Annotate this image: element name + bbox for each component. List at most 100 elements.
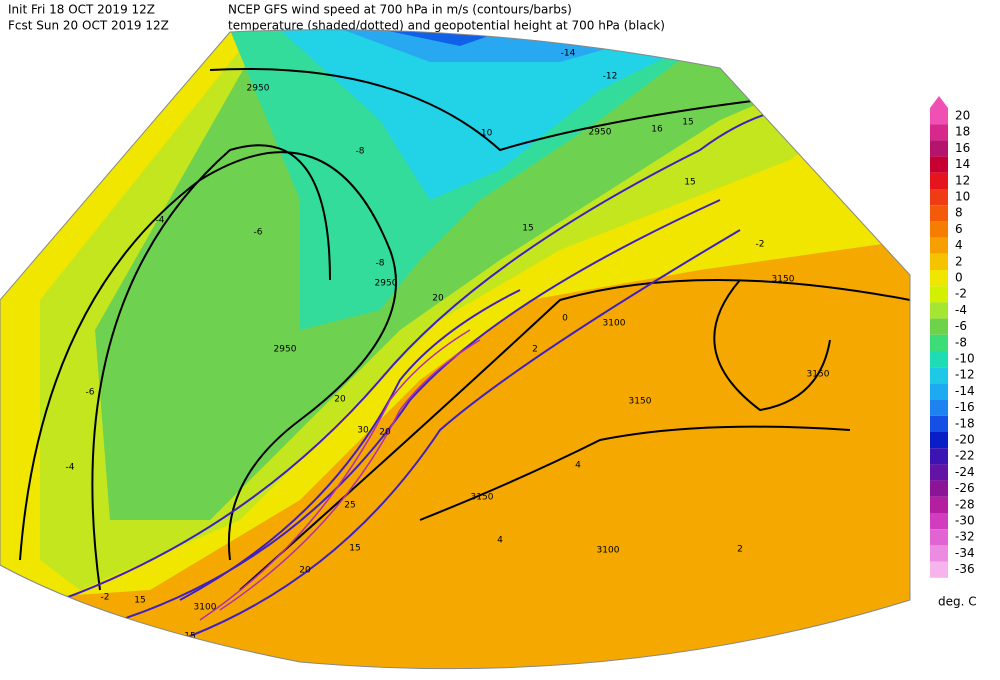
contour-label: 3150: [471, 493, 494, 503]
contour-label: 3150: [807, 370, 830, 380]
title-line: temperature (shaded/dotted) and geopoten…: [228, 19, 665, 33]
fcst-label: Fcst Sun 20 OCT 2019 12Z: [8, 19, 169, 33]
colorbar-label: 0: [955, 271, 963, 285]
colorbar-swatch: [930, 156, 948, 173]
colorbar-label: -22: [955, 449, 975, 463]
colorbar-swatch: [930, 253, 948, 270]
contour-label: -14: [561, 49, 576, 59]
contour-label: 2: [532, 345, 538, 355]
colorbar-swatch: [930, 270, 948, 287]
colorbar-label: -24: [955, 465, 975, 479]
colorbar-swatch: [930, 286, 948, 303]
colorbar-swatch: [930, 172, 948, 189]
colorbar-swatch: [930, 108, 948, 125]
colorbar-label: -30: [955, 514, 975, 528]
colorbar-label: -2: [955, 287, 967, 301]
contour-label: 0: [562, 314, 568, 324]
contour-label: 2950: [589, 128, 612, 138]
colorbar-label: 16: [955, 141, 970, 155]
colorbar-swatch: [930, 237, 948, 254]
colorbar-swatch: [930, 383, 948, 400]
colorbar-label: -18: [955, 416, 975, 430]
contour-label: -8: [356, 147, 365, 157]
colorbar-swatch: [930, 448, 948, 465]
colorbar-label: -34: [955, 546, 975, 560]
colorbar-label: 20: [955, 109, 970, 123]
colorbar-label: 18: [955, 125, 970, 139]
colorbar-label: -12: [955, 368, 975, 382]
colorbar-swatch: [930, 513, 948, 530]
contour-label: -6: [254, 228, 263, 238]
colorbar-swatch: [930, 480, 948, 497]
colorbar-label: -14: [955, 384, 975, 398]
contour-label: -2: [101, 593, 110, 603]
colorbar-swatch: [930, 351, 948, 368]
contour-label: -8: [376, 259, 385, 269]
contour-label: 15: [684, 178, 695, 188]
colorbar-swatch: [930, 318, 948, 335]
contour-label: 20: [299, 566, 311, 576]
contour-label: -4: [66, 463, 75, 473]
colorbar-label: -4: [955, 303, 967, 317]
colorbar-label: -8: [955, 335, 967, 349]
colorbar-swatch: [930, 189, 948, 206]
contour-label: 2950: [375, 279, 398, 289]
colorbar-label: 2: [955, 254, 963, 268]
height-contours: [19, 68, 910, 591]
colorbar-swatch: [930, 399, 948, 416]
colorbar-swatch: [930, 545, 948, 562]
map-border: [0, 29, 911, 670]
contour-label: 15: [522, 224, 533, 234]
contour-label: 30: [357, 426, 369, 436]
colorbar-swatch: [930, 140, 948, 157]
contour-label: 20: [334, 395, 346, 405]
contour-label: 25: [344, 501, 355, 511]
contour-label: 4: [575, 461, 581, 471]
contour-label: 2950: [247, 84, 270, 94]
contour-label: 3100: [597, 546, 620, 556]
colorbar-swatch: [930, 124, 948, 141]
title-line: NCEP GFS wind speed at 700 hPa in m/s (c…: [228, 3, 572, 17]
colorbar-swatch: [930, 432, 948, 449]
shading: [280, 30, 720, 200]
contour-label: 20: [379, 428, 391, 438]
colorbar-label: -10: [955, 352, 975, 366]
colorbar-swatch: [930, 415, 948, 432]
contour-label: -10: [478, 129, 493, 139]
contour-labels: 2950 2950 2950 2950 3150 3100 3150 3150 3150 3100…: [66, 49, 830, 642]
contour-label: 2: [737, 545, 743, 555]
contour-label: 20: [432, 294, 444, 304]
colorbar-swatch: [930, 302, 948, 319]
colorbar-label: 14: [955, 157, 970, 171]
colorbar-swatch: [930, 205, 948, 222]
contour-label: 3150: [629, 397, 652, 407]
contour-label: 2950: [274, 345, 297, 355]
contour-label: 3100: [194, 603, 217, 613]
contour-label: -12: [603, 72, 618, 82]
colorbar-label: 4: [955, 238, 963, 252]
colorbar-swatch: [930, 221, 948, 238]
init-label: Init Fri 18 OCT 2019 12Z: [8, 3, 155, 17]
contour-label: -4: [156, 216, 165, 226]
colorbar-swatch: [930, 496, 948, 513]
contour-label: 15: [349, 544, 360, 554]
colorbar-label: -20: [955, 433, 975, 447]
contour-label: 15: [134, 596, 145, 606]
colorbar-label: 10: [955, 190, 970, 204]
colorbar-swatch: [930, 464, 948, 481]
colorbar-label: 6: [955, 222, 963, 236]
colorbar-label: -28: [955, 497, 975, 511]
contour-label: 16: [651, 125, 663, 135]
contour-label: 3150: [772, 275, 795, 285]
colorbar-label: -32: [955, 530, 975, 544]
contour-label: 4: [497, 536, 503, 546]
colorbar-swatch: [930, 334, 948, 351]
wind-contours: [199, 329, 481, 621]
colorbar-label: 8: [955, 206, 963, 220]
contour-label: 3100: [603, 319, 626, 329]
colorbar-unit: deg. C: [938, 595, 977, 609]
colorbar-swatch: [930, 529, 948, 546]
colorbar: 20181614121086420-2-4-6-8-10-12-14-16-18…: [930, 96, 975, 578]
